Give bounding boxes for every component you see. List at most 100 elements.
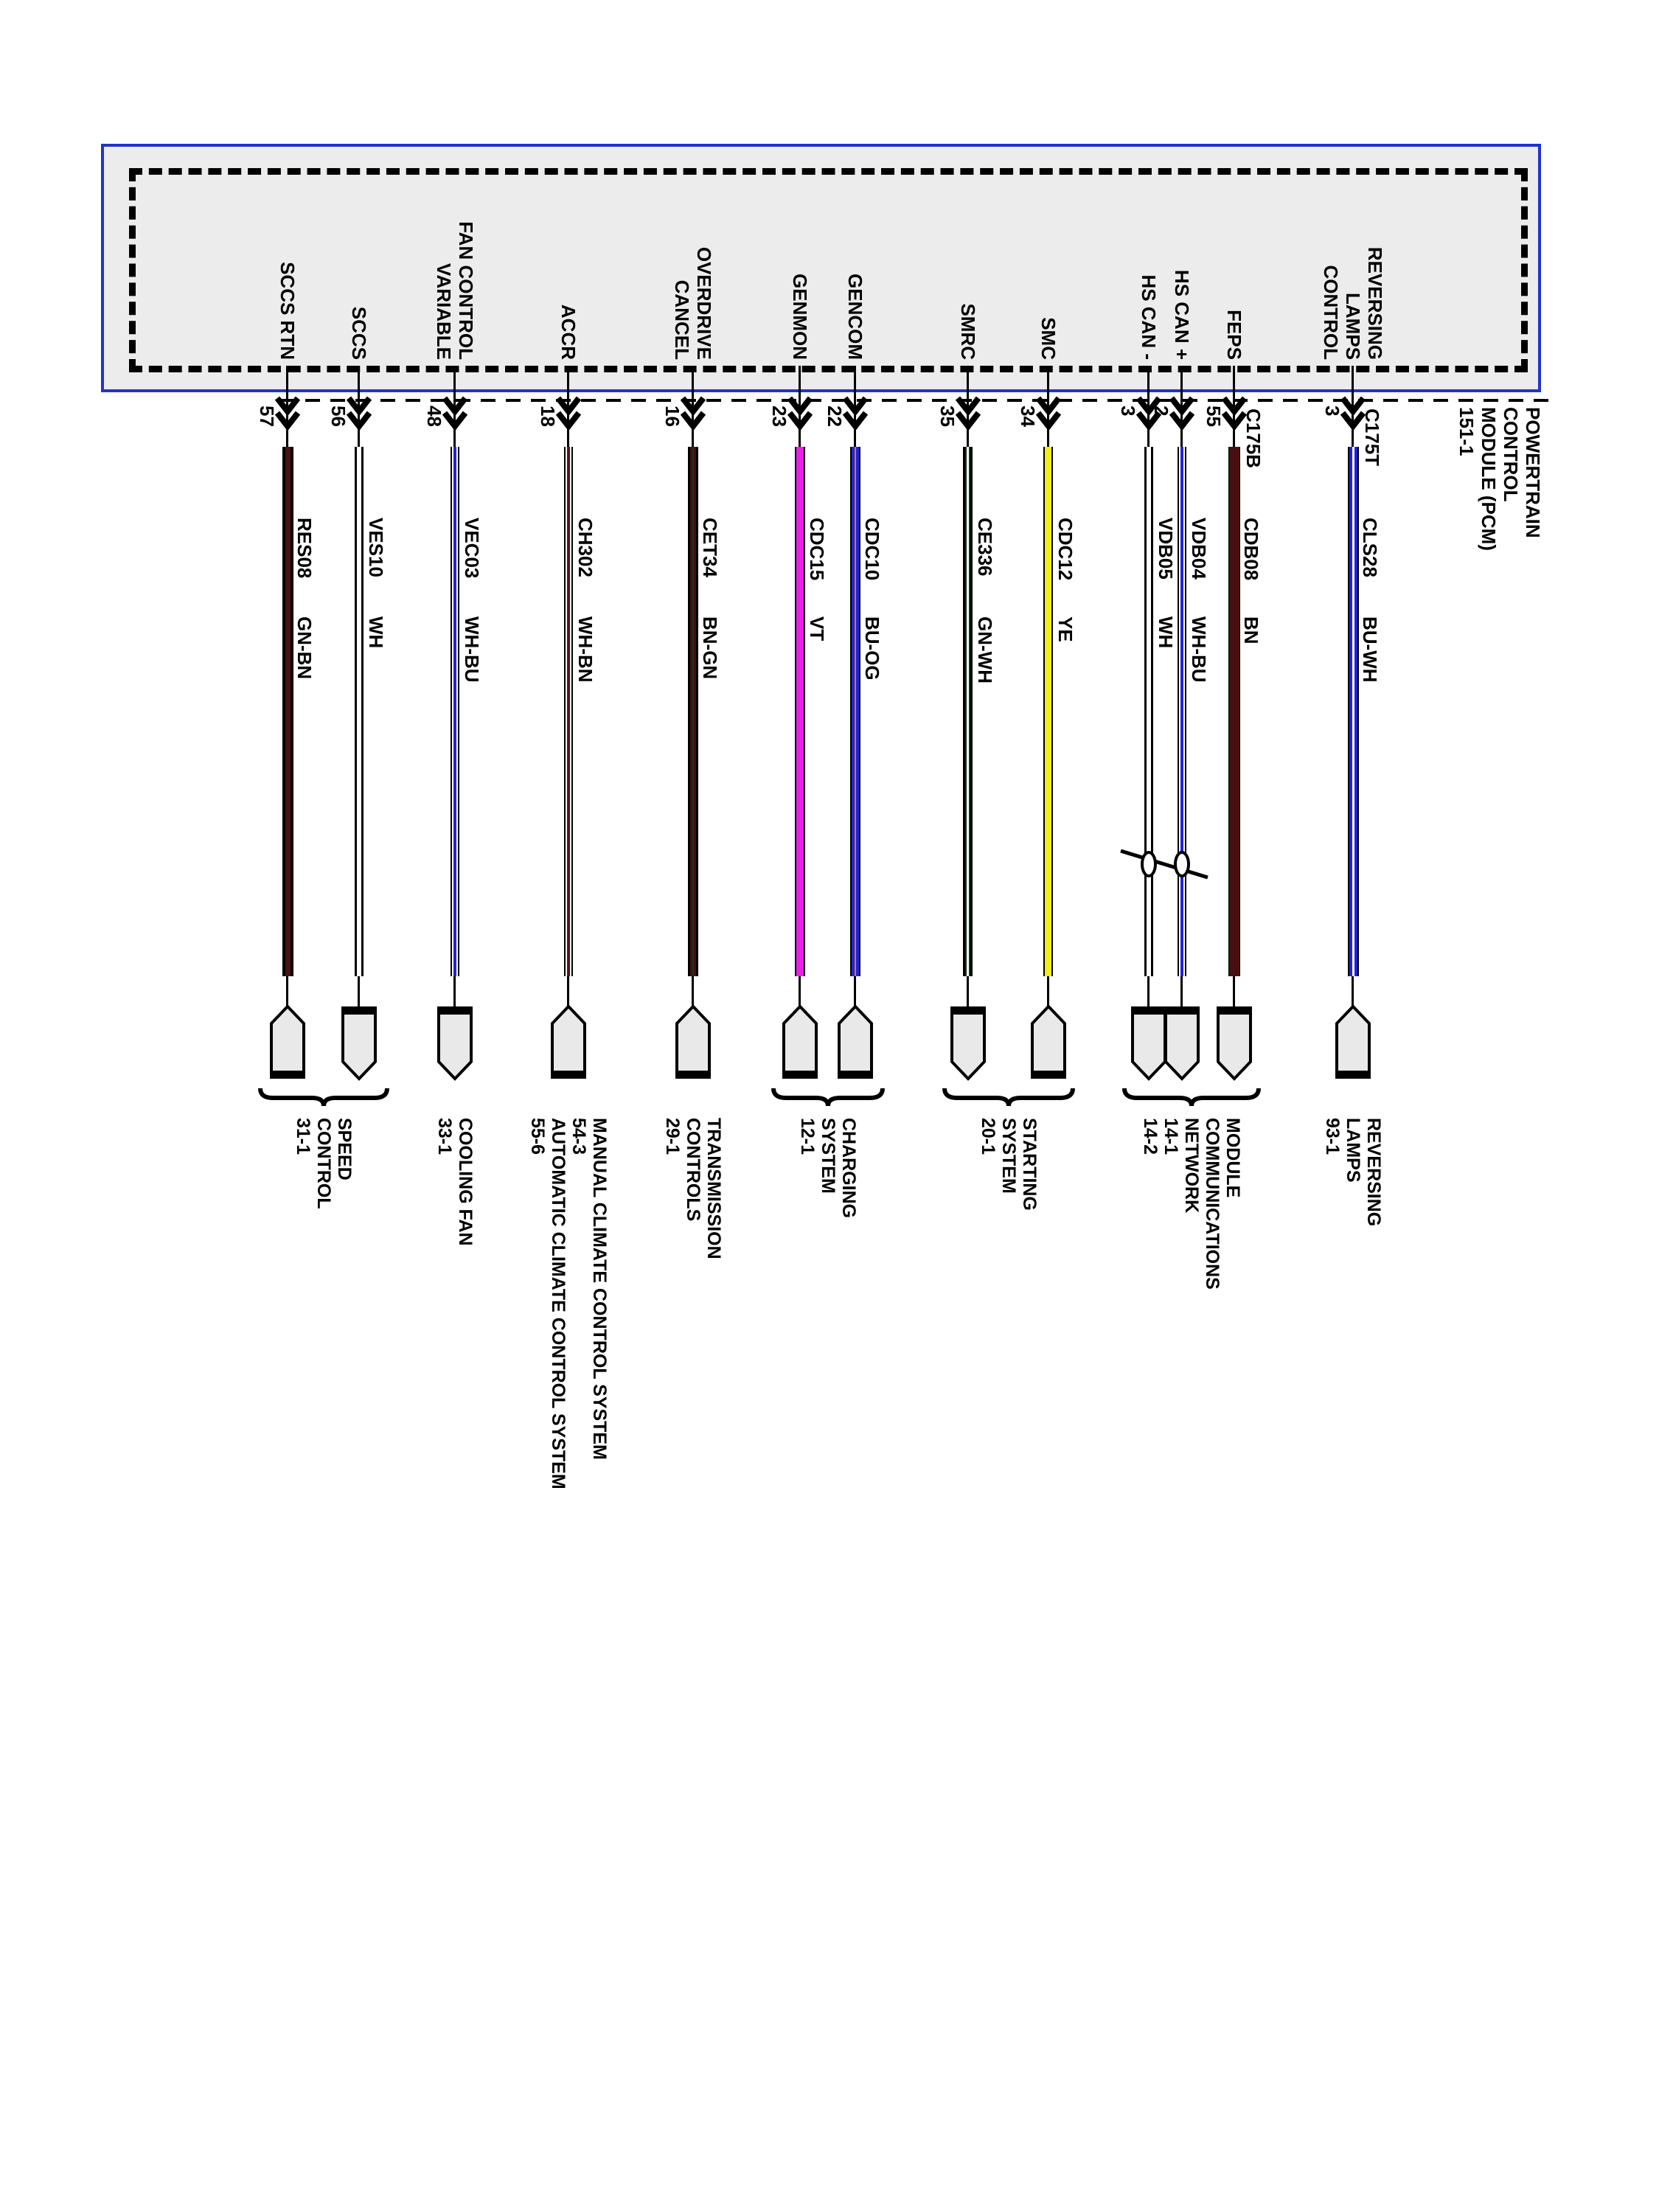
- wire-color-code: YE: [1054, 616, 1077, 642]
- wire-color-code: WH-BN: [574, 616, 597, 683]
- pin-label-line: VARIABLE: [433, 263, 455, 360]
- terminal-icon: [1130, 1004, 1168, 1081]
- pin-number: 35: [936, 406, 959, 427]
- terminal-icon: [268, 1004, 307, 1081]
- pin-label-line: CONTROL: [1320, 265, 1342, 360]
- pin-label: SCCS: [348, 124, 370, 360]
- destination-line: REVERSING: [1363, 1118, 1384, 1227]
- pin-number: 3: [1117, 406, 1139, 417]
- destination-line: TRANSMISSION: [703, 1118, 724, 1259]
- pcm-module-dashed-outline: [129, 168, 1528, 372]
- wire-color-code: VT: [806, 616, 828, 641]
- destination-line: SYSTEM: [998, 1118, 1019, 1194]
- destination-line: 54-3: [568, 1118, 589, 1155]
- wire: [1144, 447, 1153, 976]
- terminal-icon: [781, 1004, 819, 1081]
- pin-number: 55: [1203, 406, 1225, 427]
- wire: [282, 447, 293, 976]
- brace-module-communications: [1122, 1088, 1261, 1107]
- pin-label: GENMON: [789, 124, 811, 360]
- wire-color-code: WH: [1155, 616, 1177, 649]
- terminal-icon: [1334, 1004, 1372, 1081]
- pin-label: REVERSING LAMPS CONTROL: [1320, 124, 1386, 360]
- terminal-icon: [549, 1004, 588, 1081]
- module-title-line: 151-1: [1455, 407, 1478, 456]
- terminal-icon: [436, 1004, 474, 1081]
- circuit-id: CDC12: [1054, 518, 1077, 581]
- pin-number: 16: [661, 406, 684, 427]
- brace-starting-system: [942, 1088, 1075, 1107]
- pin-label: ACCR: [557, 124, 580, 360]
- pin-number: 34: [1017, 406, 1039, 427]
- wire: [1043, 447, 1053, 976]
- circuit-id: RES08: [293, 518, 316, 579]
- circuit-id: VDB04: [1188, 518, 1210, 580]
- flow-arrow-icon: [842, 395, 869, 431]
- flow-arrow-icon: [1169, 395, 1195, 431]
- flow-arrow-icon: [787, 395, 813, 431]
- pin-label-line: CANCEL: [671, 279, 693, 360]
- pin-number: 23: [768, 406, 790, 427]
- destination-line: STARTING: [1019, 1118, 1040, 1211]
- pin-label-line: FAN CONTROL: [455, 221, 477, 360]
- wire: [451, 447, 459, 976]
- wire-color-code: WH-BU: [1188, 616, 1210, 683]
- destination-line: COOLING FAN: [455, 1118, 476, 1246]
- wire: [850, 447, 860, 976]
- terminal-icon: [1029, 1004, 1068, 1081]
- circuit-id: CET34: [699, 518, 721, 577]
- pin-label: FEPS: [1223, 124, 1245, 360]
- terminal-icon: [949, 1004, 987, 1081]
- terminal-icon: [340, 1004, 378, 1081]
- flow-arrow-icon: [1035, 395, 1062, 431]
- module-title: POWERTRAIN CONTROL MODULE (PCM) 151-1: [1455, 407, 1544, 551]
- pin-label-line: REVERSING: [1364, 246, 1386, 360]
- destination-line: 55-6: [527, 1118, 548, 1155]
- pin-label-line: HS CAN +: [1171, 269, 1193, 360]
- pin-number: 3: [1321, 406, 1343, 417]
- wire-color-code: BN: [1240, 616, 1262, 644]
- wire-color-code: WH: [365, 616, 387, 649]
- flow-arrow-icon: [346, 395, 372, 431]
- pin-label: SMRC: [957, 124, 979, 360]
- destination-line: 29-1: [662, 1118, 683, 1155]
- flow-arrow-icon: [442, 395, 468, 431]
- terminal-icon: [674, 1004, 712, 1081]
- inline-connector-id: C175T: [1361, 408, 1383, 467]
- circuit-id: CDC15: [806, 518, 828, 581]
- pin-label-line: FEPS: [1223, 310, 1245, 360]
- terminal-icon: [1215, 1004, 1253, 1081]
- wire-color-code: GN-BN: [293, 616, 316, 680]
- flow-arrow-icon: [555, 395, 582, 431]
- destination-line: AUTOMATIC CLIMATE CONTROL SYSTEM: [548, 1118, 568, 1489]
- pin-number: 57: [256, 406, 278, 427]
- wire: [1348, 447, 1359, 976]
- pin-label: FAN CONTROL VARIABLE: [433, 124, 477, 360]
- destination-line: 12-1: [797, 1118, 818, 1155]
- pin-number: 56: [327, 406, 349, 427]
- wire-color-code: GN-WH: [974, 616, 996, 684]
- destination-line: MODULE: [1222, 1118, 1243, 1198]
- circuit-id: VES10: [365, 518, 387, 577]
- flow-arrow-icon: [680, 395, 706, 431]
- circuit-id: CDB08: [1240, 518, 1262, 581]
- wire: [355, 447, 364, 976]
- wire-color-code: BU-OG: [861, 616, 883, 681]
- wire: [564, 447, 573, 976]
- wire: [1178, 447, 1186, 976]
- pin-label-line: OVERDRIVE: [693, 246, 715, 360]
- twisted-pair-icon: [1120, 849, 1208, 880]
- destination-line: CONTROL: [313, 1118, 334, 1209]
- destination-charging-system: CHARGING SYSTEM 12-1: [797, 1118, 859, 1218]
- wire: [795, 447, 805, 976]
- destination-module-communications-network: MODULE COMMUNICATIONS NETWORK 14-1 14-2: [1140, 1118, 1243, 1290]
- pin-label-line: SCCS: [348, 306, 370, 360]
- circuit-id: VEC03: [461, 518, 483, 579]
- brace-charging-system: [771, 1088, 885, 1107]
- wire-color-code: WH-BU: [461, 616, 483, 683]
- destination-line: 20-1: [978, 1118, 998, 1155]
- flow-arrow-icon: [274, 395, 301, 431]
- destination-starting-system: STARTING SYSTEM 20-1: [978, 1118, 1040, 1211]
